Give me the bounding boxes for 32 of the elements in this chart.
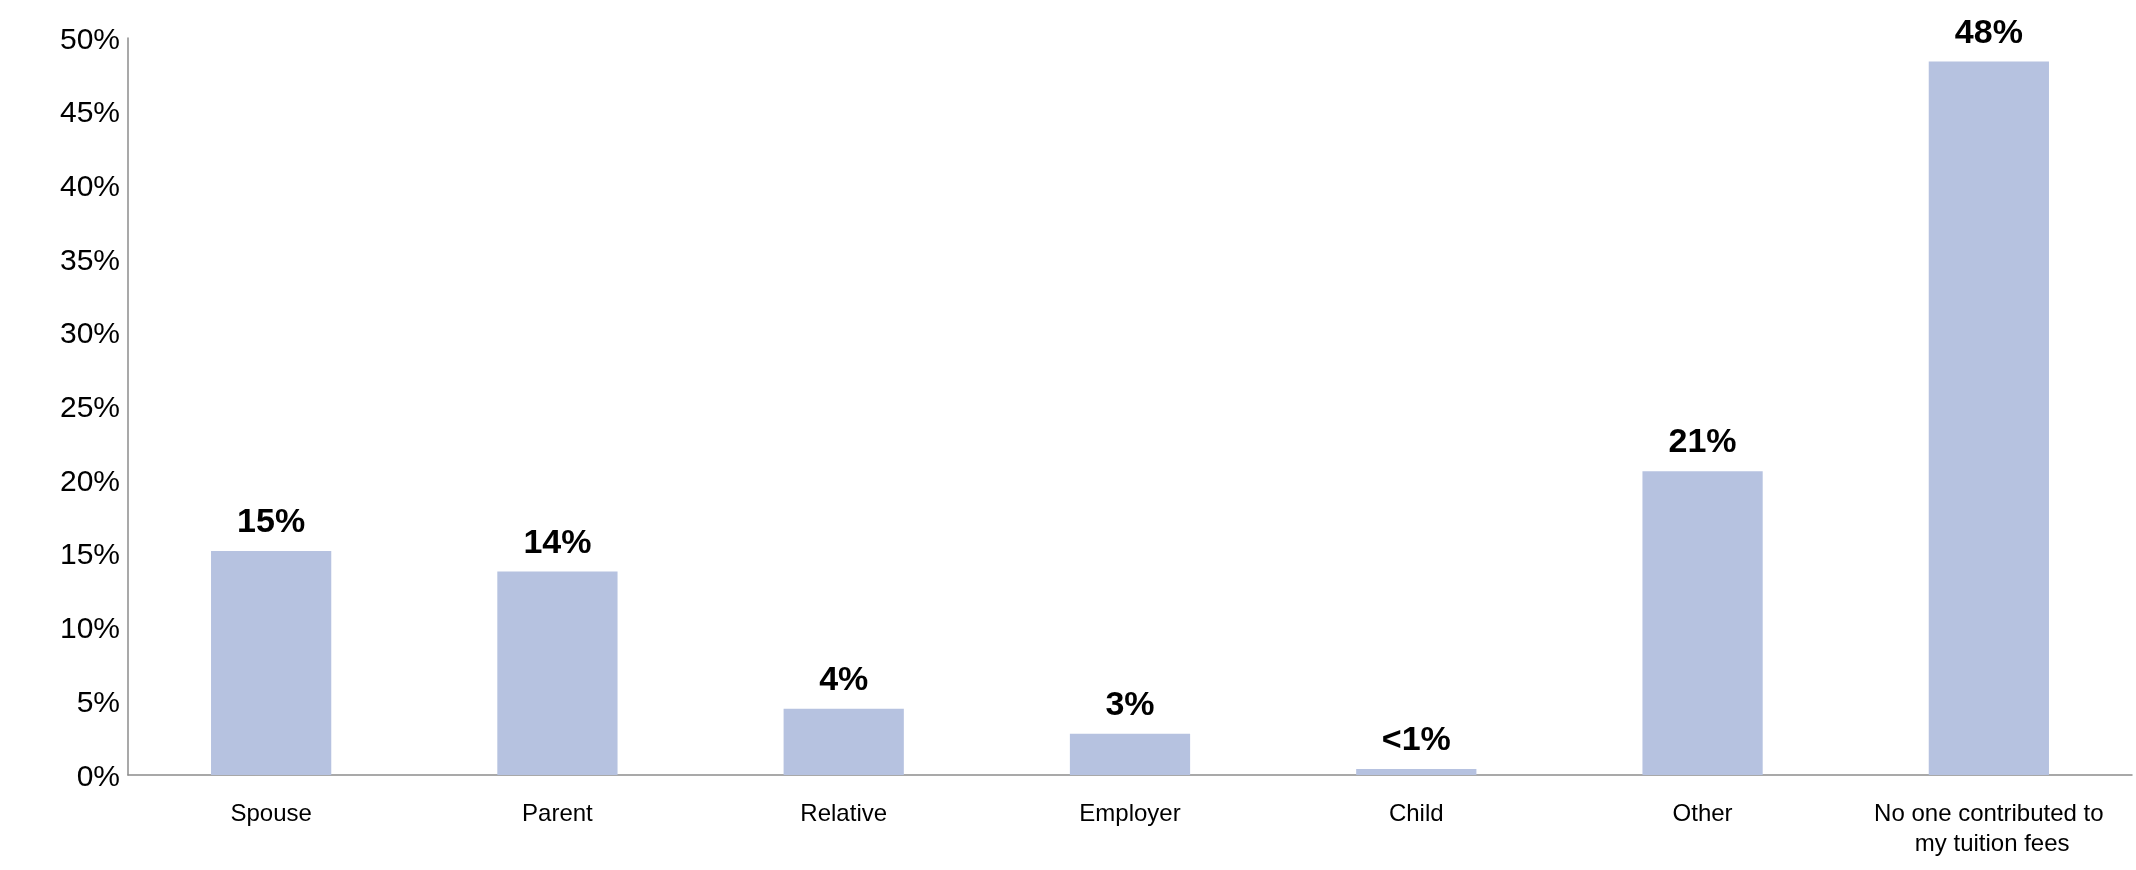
bar (1642, 471, 1763, 775)
y-tick-label: 30% (59, 316, 120, 350)
bar (1928, 61, 2049, 775)
x-tick-label: No one contributed to my tuition fees (1874, 798, 2104, 856)
y-tick-label: 45% (59, 95, 120, 129)
bar (1069, 733, 1191, 775)
bar (497, 571, 618, 775)
x-tick-label: Relative (800, 798, 888, 826)
x-tick-label: Parent (522, 798, 594, 826)
x-tick-label: Child (1388, 798, 1444, 826)
y-tick-label: 0% (76, 758, 120, 792)
y-tick-label: 20% (59, 463, 120, 497)
y-tick-label: 35% (59, 242, 120, 276)
data-label: 14% (523, 521, 592, 560)
y-tick-label: 10% (59, 611, 120, 645)
x-tick-label: Spouse (230, 798, 312, 826)
data-label: 3% (1105, 683, 1155, 722)
x-tick-label: Other (1672, 798, 1733, 826)
y-tick-label: 50% (59, 21, 120, 55)
data-label: 21% (1668, 421, 1737, 460)
y-tick-label: 25% (59, 390, 120, 423)
x-tick-label: Employer (1079, 798, 1181, 826)
data-label: 4% (819, 658, 869, 697)
y-tick-label: 40% (59, 168, 120, 202)
bar (1356, 769, 1477, 775)
bar (211, 550, 332, 775)
bar (783, 708, 904, 775)
y-tick-label: 5% (76, 684, 120, 718)
data-label: 48% (1954, 11, 2023, 50)
data-label: 15% (237, 500, 306, 539)
data-label: <1% (1381, 719, 1451, 758)
y-tick-label: 15% (59, 537, 120, 571)
